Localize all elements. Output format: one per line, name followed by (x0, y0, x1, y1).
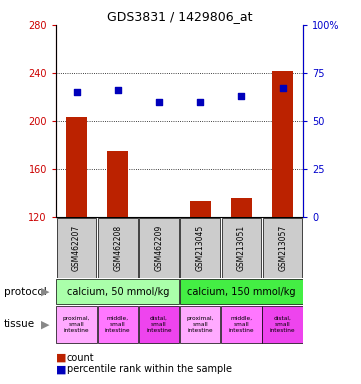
Bar (222, 218, 261, 278)
Bar (221, 306, 262, 343)
Bar (57, 218, 96, 278)
Bar (139, 306, 179, 343)
Point (197, 99, 203, 105)
Text: ▶: ▶ (41, 287, 49, 297)
Bar (139, 218, 179, 278)
Bar (180, 279, 303, 305)
Point (156, 99, 162, 105)
Bar (263, 218, 303, 278)
Text: protocol: protocol (4, 287, 46, 297)
Text: GSM462207: GSM462207 (72, 225, 81, 271)
Text: ▶: ▶ (41, 319, 49, 329)
Text: proximal,
small
intestine: proximal, small intestine (63, 316, 90, 333)
Bar (180, 218, 220, 278)
Text: percentile rank within the sample: percentile rank within the sample (67, 364, 232, 374)
Text: ■: ■ (56, 364, 66, 374)
Bar (108, 151, 128, 217)
Bar (98, 218, 138, 278)
Bar (272, 71, 293, 217)
Bar (231, 198, 252, 217)
Text: count: count (67, 353, 95, 363)
Bar (149, 217, 169, 219)
Text: GSM462209: GSM462209 (155, 225, 164, 271)
Point (239, 93, 244, 99)
Point (74, 89, 79, 95)
Bar (180, 306, 221, 343)
Text: distal,
small
intestine: distal, small intestine (270, 316, 295, 333)
Bar (56, 306, 97, 343)
Text: tissue: tissue (4, 319, 35, 329)
Bar (262, 306, 303, 343)
Text: middle,
small
intestine: middle, small intestine (229, 316, 254, 333)
Point (280, 85, 286, 91)
Text: middle,
small
intestine: middle, small intestine (105, 316, 131, 333)
Text: proximal,
small
intestine: proximal, small intestine (186, 316, 214, 333)
Point (115, 87, 121, 93)
Text: ■: ■ (56, 353, 66, 363)
Bar (190, 201, 210, 217)
Bar (56, 279, 179, 305)
Bar (66, 118, 87, 217)
Text: GSM462208: GSM462208 (113, 225, 122, 271)
Text: GSM213057: GSM213057 (278, 225, 287, 271)
Text: GSM213045: GSM213045 (196, 225, 205, 271)
Text: GSM213051: GSM213051 (237, 225, 246, 271)
Text: calcium, 50 mmol/kg: calcium, 50 mmol/kg (66, 287, 169, 297)
Text: calcium, 150 mmol/kg: calcium, 150 mmol/kg (187, 287, 296, 297)
Text: GDS3831 / 1429806_at: GDS3831 / 1429806_at (107, 10, 252, 23)
Text: distal,
small
intestine: distal, small intestine (146, 316, 172, 333)
Bar (97, 306, 138, 343)
